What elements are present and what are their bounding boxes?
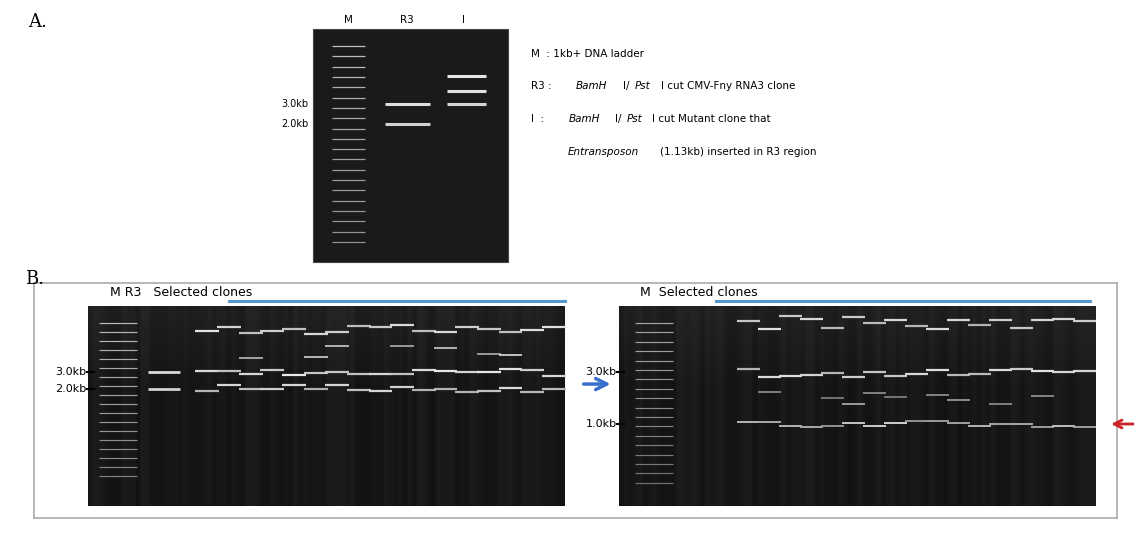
Bar bbox=[313, 28, 508, 262]
Text: I  :: I : bbox=[531, 114, 548, 124]
Text: 3.0kb: 3.0kb bbox=[54, 367, 86, 378]
Text: Entransposon: Entransposon bbox=[568, 146, 638, 156]
Text: M  : 1kb+ DNA ladder: M : 1kb+ DNA ladder bbox=[531, 49, 644, 59]
Text: 1.0kb: 1.0kb bbox=[585, 419, 617, 429]
Text: 2.0kb: 2.0kb bbox=[54, 384, 86, 394]
Text: 2.0kb: 2.0kb bbox=[281, 119, 308, 129]
Text: I: I bbox=[462, 15, 465, 25]
Text: BamH: BamH bbox=[568, 114, 600, 124]
Text: R3: R3 bbox=[400, 15, 414, 25]
Text: (1.13kb) inserted in R3 region: (1.13kb) inserted in R3 region bbox=[660, 146, 816, 156]
Text: A.: A. bbox=[28, 13, 48, 32]
Text: M R3   Selected clones: M R3 Selected clones bbox=[110, 286, 252, 299]
Text: B.: B. bbox=[25, 270, 44, 288]
Text: I/: I/ bbox=[623, 81, 633, 91]
Text: M: M bbox=[344, 15, 353, 25]
Text: Pst: Pst bbox=[634, 81, 650, 91]
Text: I cut CMV-Fny RNA3 clone: I cut CMV-Fny RNA3 clone bbox=[661, 81, 795, 91]
Text: 3.0kb: 3.0kb bbox=[585, 367, 617, 378]
Text: M  Selected clones: M Selected clones bbox=[641, 286, 759, 299]
Text: I cut Mutant clone that: I cut Mutant clone that bbox=[652, 114, 771, 124]
Text: Pst: Pst bbox=[627, 114, 643, 124]
Text: 3.0kb: 3.0kb bbox=[281, 99, 308, 109]
Text: BamH: BamH bbox=[575, 81, 607, 91]
Text: R3 :: R3 : bbox=[531, 81, 555, 91]
Text: I/: I/ bbox=[615, 114, 625, 124]
